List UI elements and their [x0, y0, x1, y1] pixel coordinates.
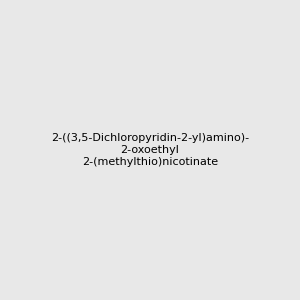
Text: 2-((3,5-Dichloropyridin-2-yl)amino)-
2-oxoethyl
2-(methylthio)nicotinate: 2-((3,5-Dichloropyridin-2-yl)amino)- 2-o…: [51, 134, 249, 166]
